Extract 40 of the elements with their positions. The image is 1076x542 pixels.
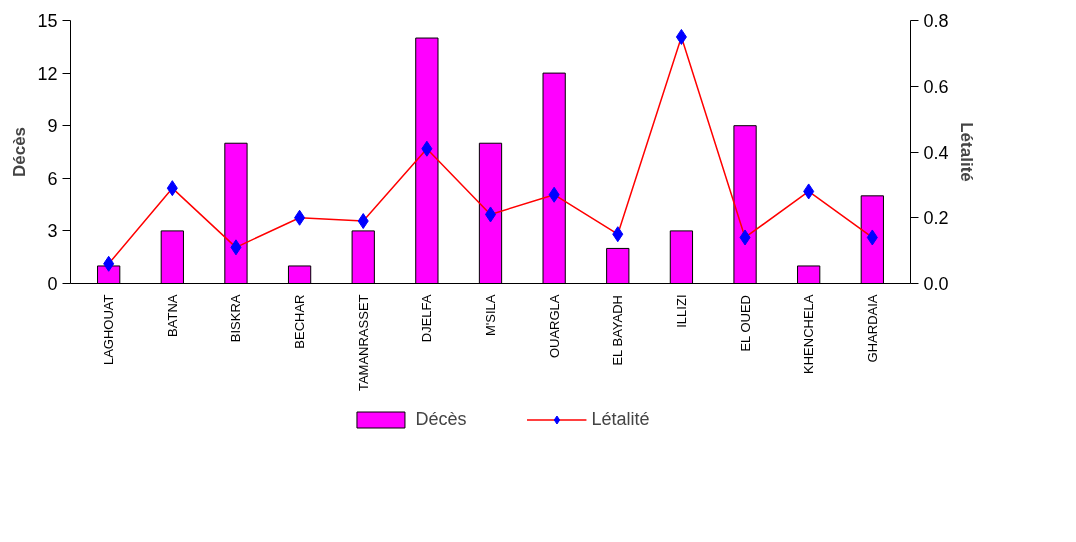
y-tick-label: 15 — [37, 11, 58, 31]
x-tick-label: DJELFA — [419, 294, 435, 343]
x-tick-label: ILLIZI — [673, 294, 689, 328]
point — [103, 255, 115, 272]
x-tick-label: LAGHOUAT — [101, 294, 117, 366]
point — [294, 209, 306, 226]
x-tick-label: BECHAR — [292, 294, 308, 349]
y2-tick-label: 0.0 — [923, 274, 949, 294]
x-tick-label: TAMANRASSET — [355, 294, 371, 392]
y-tick-label: 3 — [47, 221, 58, 242]
point — [612, 226, 624, 243]
legend-label: Décès — [415, 408, 467, 430]
x-tick-label: BATNA — [164, 294, 180, 337]
point — [357, 213, 369, 230]
y2-tick-label: 0.6 — [923, 76, 949, 97]
x-tick-label: EL OUED — [737, 294, 753, 352]
point — [548, 186, 560, 203]
y2-tick-label: 0.4 — [923, 142, 949, 163]
x-tick-label: BISKRA — [228, 294, 244, 343]
x-tick-label: OUARGLA — [546, 294, 562, 359]
point — [166, 180, 178, 197]
point — [803, 183, 815, 200]
point — [866, 229, 878, 246]
point — [421, 140, 433, 157]
y-tick-label: 6 — [47, 168, 58, 189]
x-tick-label: KHENCHELA — [801, 294, 817, 374]
legend-label: Létalité — [591, 408, 650, 430]
y-tick-label: 12 — [37, 63, 58, 84]
point — [739, 229, 751, 246]
x-tick-label: GHARDAIA — [864, 294, 880, 363]
y2-tick-label: 0.2 — [923, 208, 949, 229]
point — [675, 28, 687, 45]
x-tick-label: M'SILA — [483, 294, 498, 336]
y2-axis-title: Létalité — [956, 122, 976, 182]
point — [230, 239, 242, 256]
x-tick-label: EL BAYADH — [610, 294, 626, 366]
y-axis-title: Décès — [10, 126, 30, 178]
y-tick-label: 0 — [47, 274, 58, 294]
y-tick-label: 9 — [47, 116, 58, 137]
y2-tick-label: 0.8 — [923, 11, 949, 31]
